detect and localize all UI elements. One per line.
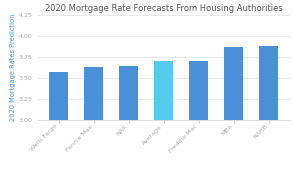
Bar xyxy=(189,61,208,172)
Bar xyxy=(49,72,68,172)
Bar xyxy=(224,47,243,172)
Bar xyxy=(119,66,138,172)
Title: 2020 Mortgage Rate Forecasts From Housing Authorities: 2020 Mortgage Rate Forecasts From Housin… xyxy=(45,4,283,13)
Bar xyxy=(259,46,278,172)
Y-axis label: 2020 Mortgage Rates Prediction: 2020 Mortgage Rates Prediction xyxy=(10,14,16,121)
Bar xyxy=(84,67,103,172)
Bar xyxy=(154,61,173,172)
